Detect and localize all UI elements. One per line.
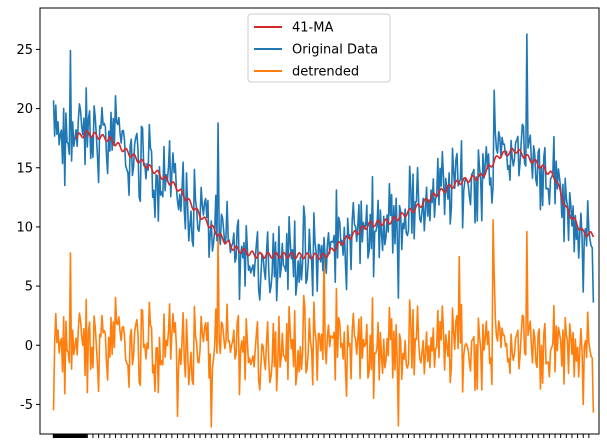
x-axis	[52, 434, 590, 438]
y-tick-label: 20	[16, 102, 33, 117]
legend-label: detrended	[292, 65, 359, 80]
y-tick-label: -5	[20, 398, 33, 413]
y-tick-label: 5	[25, 280, 33, 295]
series-41-ma-line	[75, 129, 595, 260]
legend-label: 41-MA	[292, 21, 333, 36]
series-layer	[52, 33, 595, 428]
series-detrended-line	[52, 219, 595, 428]
y-tick-label: 25	[16, 43, 33, 58]
legend-label: Original Data	[292, 43, 378, 58]
legend-box	[247, 13, 391, 83]
y-tick-label: 10	[16, 220, 33, 235]
y-axis: -5 0 5 10 15 20 25	[16, 43, 40, 413]
y-tick-label: 0	[25, 339, 33, 354]
y-tick-label: 15	[16, 161, 33, 176]
legend: 41-MA Original Data detrended	[247, 13, 391, 83]
plot-frame	[39, 7, 600, 435]
